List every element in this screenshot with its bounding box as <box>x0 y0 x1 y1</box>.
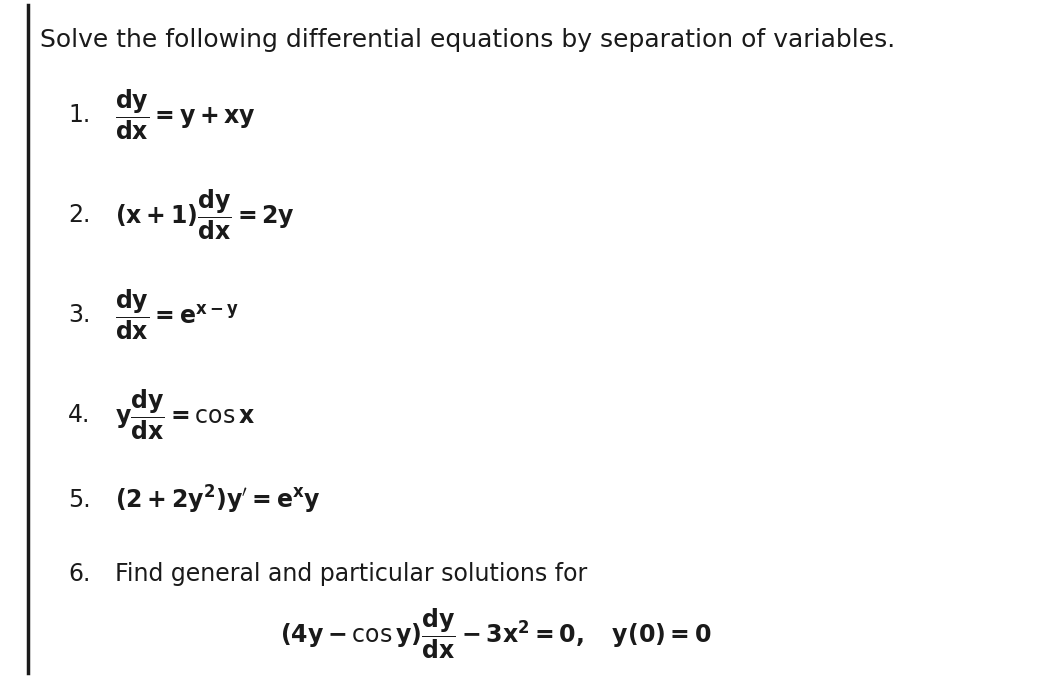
Text: 6.: 6. <box>68 562 91 586</box>
Text: 1.: 1. <box>68 103 91 127</box>
Text: $\mathbf{y\dfrac{dy}{dx} = \cos x}$: $\mathbf{y\dfrac{dy}{dx} = \cos x}$ <box>115 388 255 442</box>
Text: $\mathbf{(4y - \cos y)\dfrac{dy}{dx} - 3x^2 = 0, \quad y(0) = 0}$: $\mathbf{(4y - \cos y)\dfrac{dy}{dx} - 3… <box>280 607 712 661</box>
Text: 3.: 3. <box>68 303 91 327</box>
Text: $\mathbf{(2+2y^2)y' = e^x y}$: $\mathbf{(2+2y^2)y' = e^x y}$ <box>115 484 321 516</box>
Text: 5.: 5. <box>68 488 91 512</box>
Text: 4.: 4. <box>68 403 91 427</box>
Text: Solve the following differential equations by separation of variables.: Solve the following differential equatio… <box>40 28 895 52</box>
Text: $\mathbf{\dfrac{dy}{dx} = y + xy}$: $\mathbf{\dfrac{dy}{dx} = y + xy}$ <box>115 88 256 142</box>
Text: $\mathbf{(x+1)\dfrac{dy}{dx} = 2y}$: $\mathbf{(x+1)\dfrac{dy}{dx} = 2y}$ <box>115 188 295 242</box>
Text: Find general and particular solutions for: Find general and particular solutions fo… <box>115 562 588 586</box>
Text: 2.: 2. <box>68 203 91 227</box>
Text: $\mathbf{\dfrac{dy}{dx} = e^{x-y}}$: $\mathbf{\dfrac{dy}{dx} = e^{x-y}}$ <box>115 287 239 342</box>
